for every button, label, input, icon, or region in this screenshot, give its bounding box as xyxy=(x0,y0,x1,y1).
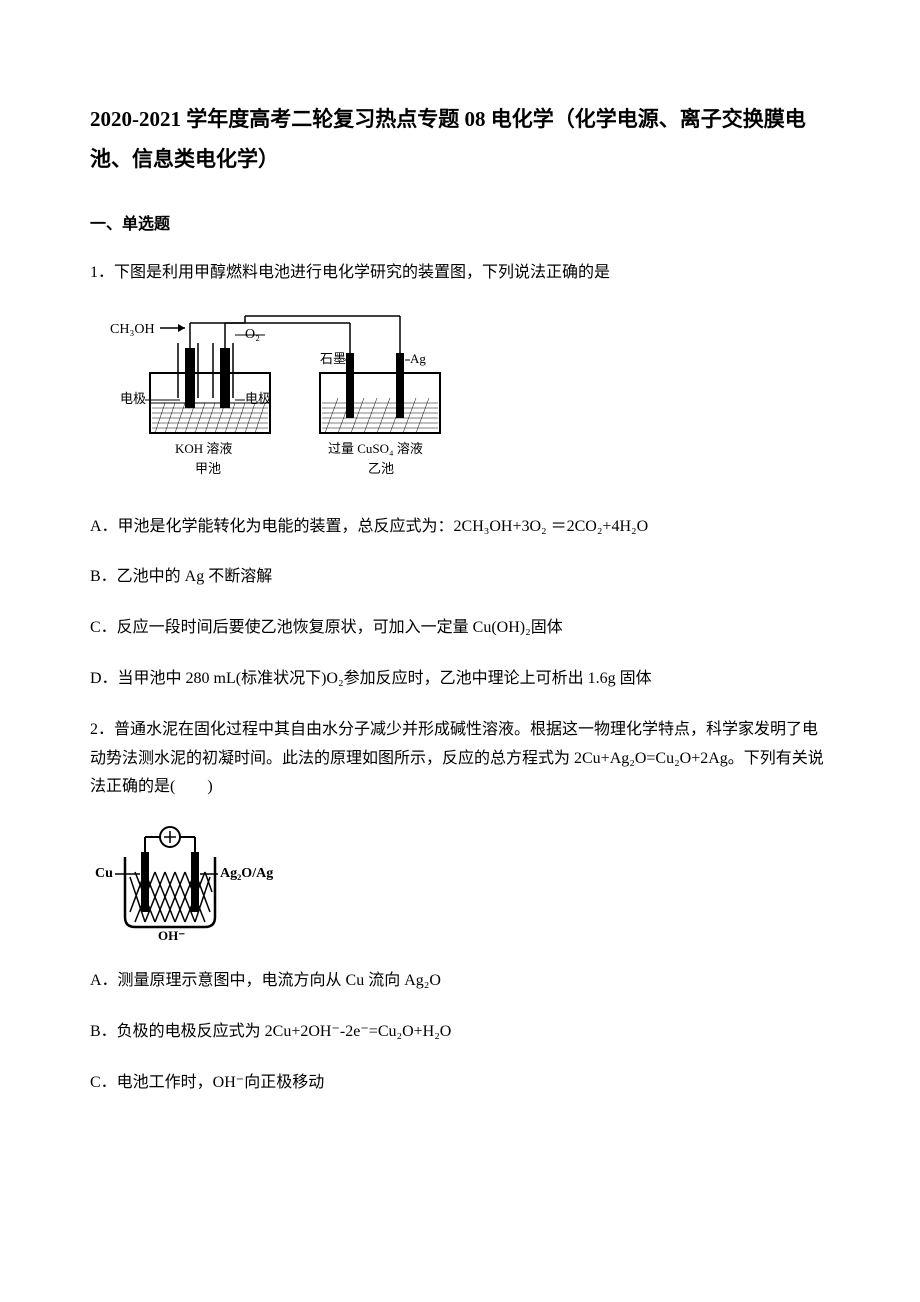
oh-label: OH⁻ xyxy=(158,928,185,942)
cuso4-label: 过量 CuSO₄ 溶液 xyxy=(328,441,423,456)
document-title: 2020-2021 学年度高考二轮复习热点专题 08 电化学（化学电源、离子交换… xyxy=(90,100,830,180)
left-cell-label: 甲池 xyxy=(195,461,221,476)
cement-cell-diagram: Cu Ag₂O/Ag OH⁻ xyxy=(90,822,290,942)
q2-option-c: C．电池工作时，OH⁻向正极移动 xyxy=(90,1069,830,1098)
ag2o-ag-label: Ag₂O/Ag xyxy=(220,866,273,881)
graphite-label: 石墨 xyxy=(320,351,346,366)
cu-label: Cu xyxy=(95,866,113,881)
q2-option-b: B．负极的电极反应式为 2Cu+2OH⁻-2e⁻=Cu₂O+H₂O xyxy=(90,1018,830,1047)
question-2-diagram: Cu Ag₂O/Ag OH⁻ xyxy=(90,822,830,942)
right-cell-label: 乙池 xyxy=(368,461,394,476)
q1-option-d: D．当甲池中 280 mL(标准状况下)O₂参加反应时，乙池中理论上可析出 1.… xyxy=(90,665,830,694)
section-heading: 一、单选题 xyxy=(90,210,830,234)
question-1-stem: 1．下图是利用甲醇燃料电池进行电化学研究的装置图，下列说法正确的是 xyxy=(90,259,830,288)
q1-option-b: B．乙池中的 Ag 不断溶解 xyxy=(90,563,830,592)
electrode-label-right: 电极 xyxy=(245,391,271,406)
electrode-label-left: 电极 xyxy=(120,391,146,406)
methanol-fuel-cell-diagram: CH₃OH O₂ xyxy=(90,308,480,488)
q1-option-a: A．甲池是化学能转化为电能的装置，总反应式为：2CH₃OH+3O₂ ＝2CO₂+… xyxy=(90,513,830,542)
koh-label: KOH 溶液 xyxy=(175,441,232,456)
q1-option-c: C．反应一段时间后要使乙池恢复原状，可加入一定量 Cu(OH)₂固体 xyxy=(90,614,830,643)
ch3oh-label: CH₃OH xyxy=(110,322,155,337)
ag-label: Ag xyxy=(410,351,426,366)
question-1-diagram: CH₃OH O₂ xyxy=(90,308,830,488)
q2-option-a: A．测量原理示意图中，电流方向从 Cu 流向 Ag₂O xyxy=(90,967,830,996)
question-2-stem: 2．普通水泥在固化过程中其自由水分子减少并形成碱性溶液。根据这一物理化学特点，科… xyxy=(90,716,830,802)
